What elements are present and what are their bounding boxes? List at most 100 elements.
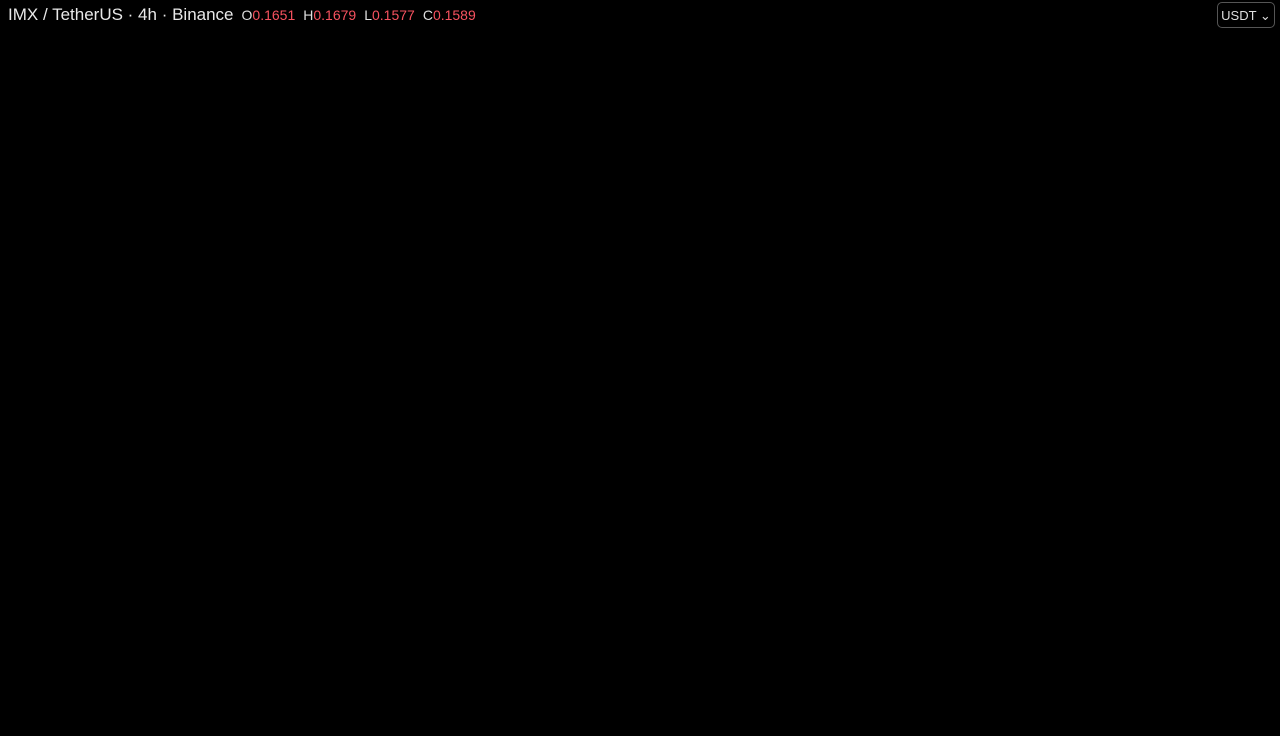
- candle-body: [304, 467, 313, 600]
- candle-body: [856, 325, 865, 337]
- candle-body: [784, 216, 793, 237]
- ohlc: O0.1651 H0.1679 L0.1577 C0.1589: [234, 5, 476, 24]
- candle-body: [328, 593, 337, 623]
- candle-body: [508, 191, 517, 213]
- ohlc-key: O: [241, 7, 253, 23]
- candle-body: [400, 274, 409, 373]
- candle-body: [448, 326, 457, 329]
- candle-body: [280, 486, 289, 507]
- settings-icon[interactable]: [1239, 714, 1253, 728]
- x-tick-label: 13: [433, 713, 447, 728]
- candle-body: [208, 374, 217, 379]
- candle-body: [940, 376, 949, 409]
- y-tick-label: 0.1720: [1223, 145, 1263, 160]
- y-tick-label: 0.1740: [1223, 110, 1263, 125]
- candle-body: [844, 194, 853, 318]
- y-tick-label: 0.1620: [1223, 328, 1263, 343]
- candle-body: [484, 212, 493, 233]
- candle-body: [952, 338, 961, 377]
- y-tick-label: 0.1600: [1223, 366, 1263, 381]
- candle-body: [832, 162, 841, 195]
- candle-body: [472, 232, 481, 301]
- candle-body: [892, 325, 901, 371]
- candle-body: [724, 102, 733, 161]
- candle-body: [1000, 252, 1009, 268]
- x-tick-label: 22: [1081, 713, 1095, 728]
- candle-body: [748, 166, 757, 195]
- x-tick-label: 21: [1009, 713, 1023, 728]
- candle-body: [364, 443, 373, 549]
- candle-body: [220, 374, 229, 434]
- candle-body: [244, 490, 253, 503]
- candle-body: [592, 66, 601, 114]
- y-tick-label: 0.1760: [1223, 75, 1263, 90]
- price-label-box: [1214, 177, 1274, 198]
- x-tick-label: 18: [793, 713, 807, 728]
- candle-body: [904, 370, 913, 442]
- y-tick-label: 0.1480: [1223, 603, 1263, 618]
- x-tick-label: 19: [865, 713, 879, 728]
- candle-body: [760, 194, 769, 230]
- price-label: 0.1550: [1223, 462, 1263, 477]
- x-tick-label: 17: [721, 713, 735, 728]
- candle-body: [16, 262, 25, 394]
- x-tick-label: 15: [577, 713, 591, 728]
- candle-body: [640, 221, 649, 270]
- y-tick-label: 0.1680: [1223, 217, 1263, 232]
- add-alert-button[interactable]: [1193, 179, 1209, 196]
- candle-body: [928, 408, 937, 421]
- candle-body: [616, 127, 625, 222]
- currency-button[interactable]: USDT ⌄: [1217, 2, 1275, 28]
- candle-body: [316, 593, 325, 600]
- price-label-box: [1214, 461, 1274, 482]
- ohlc-value: 0.1577: [371, 7, 415, 23]
- ohlc-key: L: [364, 7, 372, 23]
- candle-body: [184, 433, 193, 519]
- candle-body: [196, 378, 205, 434]
- y-tick-label: 0.1444: [1223, 678, 1263, 693]
- candle-body: [100, 323, 109, 371]
- lightning-icon[interactable]: [1040, 681, 1062, 703]
- candle-body: [352, 548, 361, 586]
- candle-body: [568, 66, 577, 93]
- candle-body: [412, 353, 421, 373]
- stop-zone: [896, 471, 1212, 706]
- target-zone: [896, 0, 1212, 472]
- add-alert-icon: [1197, 183, 1205, 192]
- price-label: 0.1518: [1223, 526, 1263, 541]
- candle-body: [148, 349, 157, 413]
- ohlc-value: 0.1679: [313, 7, 357, 23]
- y-tick-label: 0.1540: [1223, 482, 1263, 497]
- candle-body: [232, 433, 241, 491]
- profit-fill: [908, 187, 1212, 472]
- candle-body: [496, 211, 505, 213]
- x-tick-label: 20: [937, 713, 951, 728]
- candle-body: [964, 336, 973, 339]
- candle-body: [4, 262, 13, 277]
- x-tick-label: 23: [1153, 713, 1167, 728]
- candle-body: [40, 321, 49, 380]
- candle-body: [340, 585, 349, 623]
- y-tick-label: 0.1780: [1223, 41, 1263, 56]
- candle-body: [772, 216, 781, 230]
- candle-body: [52, 285, 61, 322]
- candle-body: [700, 251, 709, 307]
- ohlc-value: 0.1589: [432, 7, 476, 23]
- candle-body: [880, 317, 889, 322]
- symbol-title: IMX / TetherUS · 4h · Binance: [8, 5, 234, 24]
- y-tick-label: 0.1580: [1223, 404, 1263, 419]
- tradingview-logo: [11, 676, 44, 689]
- candle-body: [1048, 180, 1057, 188]
- y-tick-label: 0.1560: [1223, 443, 1263, 458]
- candle-body: [1012, 211, 1021, 253]
- candle-body: [1036, 184, 1045, 230]
- candle-body: [796, 209, 805, 237]
- currency: USDT: [1221, 8, 1257, 23]
- candle-body: [916, 418, 925, 442]
- candle-body: [112, 321, 121, 367]
- candle-body: [556, 66, 565, 114]
- y-tick-label: 0.1660: [1223, 253, 1263, 268]
- candle-body: [292, 467, 301, 487]
- ohlc-value: 0.1651: [252, 7, 296, 23]
